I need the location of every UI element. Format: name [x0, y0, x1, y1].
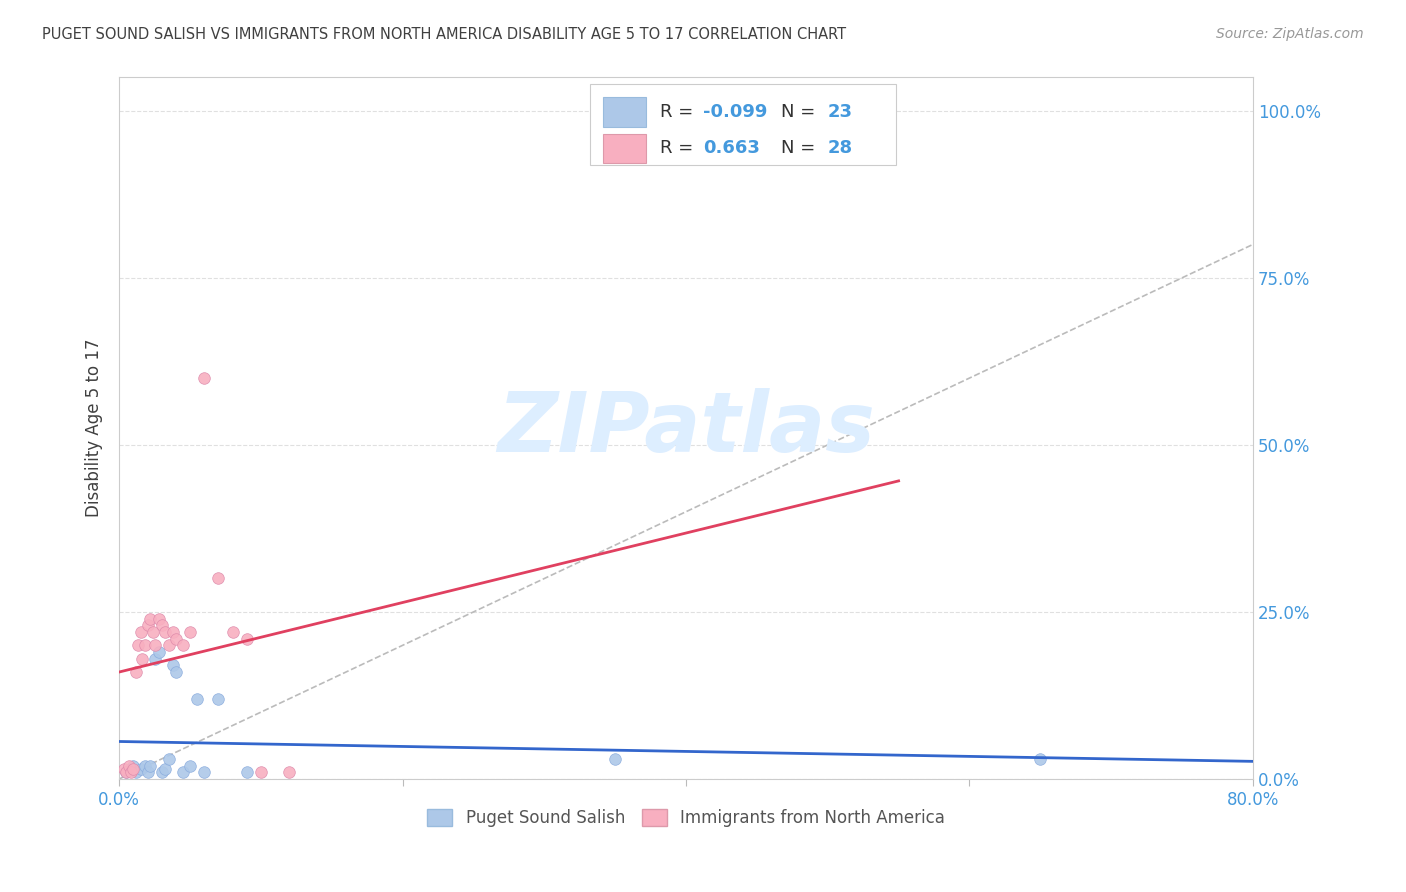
Point	[150, 618, 173, 632]
Point	[118, 758, 141, 772]
Text: 0.663: 0.663	[703, 139, 759, 157]
Point	[139, 611, 162, 625]
Point	[143, 651, 166, 665]
Point	[179, 624, 201, 639]
Text: -0.099: -0.099	[703, 103, 768, 120]
Point	[162, 658, 184, 673]
Point	[250, 765, 273, 780]
Text: ZIPatlas: ZIPatlas	[498, 388, 875, 468]
Point	[157, 638, 180, 652]
Point	[172, 765, 194, 780]
Point	[207, 691, 229, 706]
Point	[165, 665, 187, 679]
Point	[136, 618, 159, 632]
FancyBboxPatch shape	[603, 97, 647, 127]
Point	[236, 632, 259, 646]
Point	[186, 691, 208, 706]
Text: 28: 28	[828, 139, 853, 157]
Point	[165, 632, 187, 646]
Point	[134, 758, 156, 772]
Point	[162, 624, 184, 639]
Text: N =: N =	[782, 139, 821, 157]
Point	[122, 758, 145, 772]
FancyBboxPatch shape	[603, 134, 647, 163]
Point	[153, 624, 176, 639]
Point	[278, 765, 301, 780]
Point	[157, 752, 180, 766]
Point	[129, 624, 152, 639]
Text: Source: ZipAtlas.com: Source: ZipAtlas.com	[1216, 27, 1364, 41]
Text: R =: R =	[659, 103, 699, 120]
Point	[193, 765, 215, 780]
Point	[1029, 752, 1052, 766]
Text: PUGET SOUND SALISH VS IMMIGRANTS FROM NORTH AMERICA DISABILITY AGE 5 TO 17 CORRE: PUGET SOUND SALISH VS IMMIGRANTS FROM NO…	[42, 27, 846, 42]
Point	[221, 624, 243, 639]
Point	[179, 758, 201, 772]
Point	[236, 765, 259, 780]
Point	[115, 765, 138, 780]
Point	[172, 638, 194, 652]
Point	[207, 572, 229, 586]
Point	[115, 765, 138, 780]
Legend: Puget Sound Salish, Immigrants from North America: Puget Sound Salish, Immigrants from Nort…	[420, 802, 952, 834]
Point	[125, 765, 148, 780]
Text: 23: 23	[828, 103, 853, 120]
Point	[193, 371, 215, 385]
Point	[142, 624, 165, 639]
Point	[143, 638, 166, 652]
Point	[129, 762, 152, 776]
Text: N =: N =	[782, 103, 821, 120]
Point	[139, 758, 162, 772]
Point	[112, 762, 135, 776]
Point	[148, 611, 170, 625]
Point	[153, 762, 176, 776]
Text: R =: R =	[659, 139, 699, 157]
Point	[122, 762, 145, 776]
Y-axis label: Disability Age 5 to 17: Disability Age 5 to 17	[86, 339, 103, 517]
Point	[127, 638, 149, 652]
Point	[148, 645, 170, 659]
Point	[136, 765, 159, 780]
Point	[125, 665, 148, 679]
Point	[131, 651, 153, 665]
Point	[134, 638, 156, 652]
Point	[150, 765, 173, 780]
Point	[605, 752, 627, 766]
Point	[120, 765, 142, 780]
FancyBboxPatch shape	[589, 85, 896, 165]
Point	[120, 762, 142, 776]
